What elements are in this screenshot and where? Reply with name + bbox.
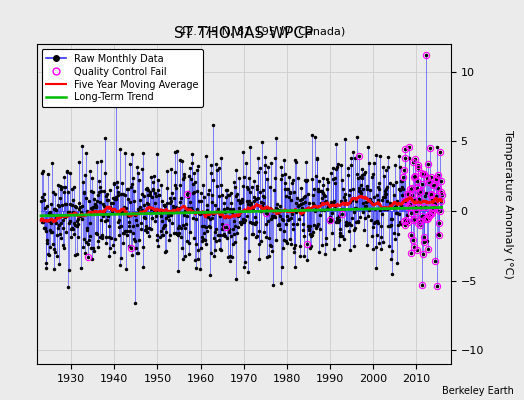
Title: ST THOMAS WPCP: ST THOMAS WPCP [174, 26, 313, 42]
Legend: Raw Monthly Data, Quality Control Fail, Five Year Moving Average, Long-Term Tren: Raw Monthly Data, Quality Control Fail, … [41, 49, 203, 107]
Text: 42.775 N, 81.195 W (Canada): 42.775 N, 81.195 W (Canada) [179, 26, 345, 36]
Text: Berkeley Earth: Berkeley Earth [442, 386, 514, 396]
Y-axis label: Temperature Anomaly (°C): Temperature Anomaly (°C) [503, 130, 513, 278]
